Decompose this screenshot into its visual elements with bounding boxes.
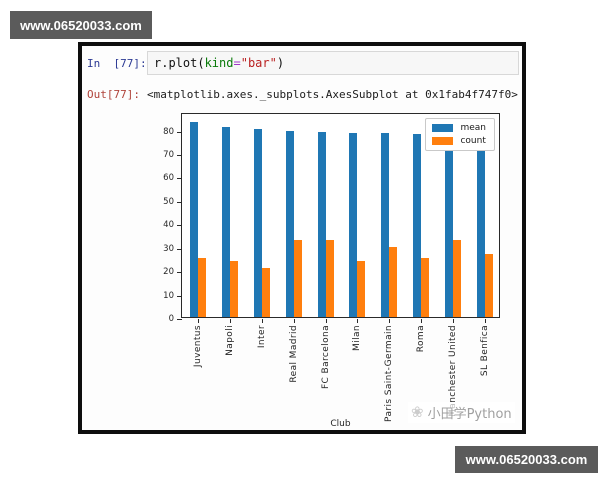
x-tick-label: Inter (256, 325, 267, 349)
bar-mean-napoli (221, 127, 230, 317)
code-kwarg: kind (204, 56, 234, 70)
y-tick-mark (177, 248, 182, 250)
x-tick-mark (261, 319, 263, 323)
y-tick-mark (177, 272, 182, 274)
y-tick-label: 40 (163, 220, 174, 231)
legend-item-count: count (432, 136, 486, 146)
y-tick-label: 50 (163, 196, 174, 207)
x-tick-label: Roma (416, 325, 427, 353)
y-tick-mark (177, 225, 182, 227)
bar-mean-manchester-united (445, 134, 454, 317)
x-tick-label: Milan (352, 325, 363, 351)
y-tick-label: 60 (163, 173, 174, 184)
x-tick-mark (229, 319, 231, 323)
bar-count-napoli (229, 260, 238, 317)
y-tick-label: 10 (163, 290, 174, 301)
chart-legend: mean count (425, 118, 495, 151)
y-tick-mark (177, 131, 182, 133)
x-tick-mark (389, 319, 391, 323)
flower-logo-icon: ❀ (411, 403, 424, 421)
code-input[interactable]: r.plot(kind="bar") (147, 51, 519, 75)
bar-mean-inter (253, 128, 262, 317)
bar-mean-fc-barcelona (317, 131, 326, 317)
bar-mean-roma (413, 133, 422, 317)
x-tick-mark (453, 319, 455, 323)
legend-label-count: count (460, 136, 486, 146)
bar-count-fc-barcelona (325, 239, 334, 317)
x-tick-mark (485, 319, 487, 323)
code-prefix: r.plot( (154, 56, 205, 70)
bar-count-paris-saint-germain (389, 246, 398, 317)
x-axis-title: Club (330, 419, 351, 429)
code-operator: = (233, 56, 241, 70)
y-tick-label: 80 (163, 126, 174, 137)
output-cell-row: Out[77]: <matplotlib.axes._subplots.Axes… (87, 82, 519, 101)
y-tick-label: 20 (163, 267, 174, 278)
watermark-url-bottom: www.06520033.com (465, 452, 588, 467)
output-prompt: Out[77]: (87, 88, 140, 101)
input-cell-row: In [77]: r.plot(kind="bar") (87, 51, 519, 75)
x-tick-mark (293, 319, 295, 323)
y-tick-mark (177, 178, 182, 180)
bar-mean-real-madrid (285, 130, 294, 317)
x-tick-mark (325, 319, 327, 323)
legend-swatch-mean (432, 124, 454, 132)
watermark-banner-bottom: www.06520033.com (455, 446, 598, 473)
y-tick-label: 70 (163, 150, 174, 160)
bar-count-manchester-united (453, 239, 462, 317)
chart-watermark-text: 小田学Python (427, 407, 512, 422)
watermark-banner-top: www.06520033.com (10, 11, 152, 39)
y-tick-label: 30 (163, 243, 174, 254)
y-tick-mark (177, 155, 182, 156)
bar-mean-milan (349, 132, 358, 317)
bar-count-roma (421, 258, 430, 317)
x-tick-mark (197, 319, 199, 323)
code-string: "bar" (240, 56, 277, 70)
x-tick-label: Real Madrid (288, 325, 299, 383)
x-tick-label: SL Benfica (480, 325, 491, 377)
bar-mean-sl-benfica (477, 134, 486, 317)
x-tick-label: Paris Saint-Germain (384, 325, 395, 422)
watermark-url-top: www.06520033.com (20, 17, 142, 33)
x-tick-label: Napoli (224, 325, 235, 356)
legend-swatch-count (432, 137, 454, 145)
x-tick-label: FC Barcelona (320, 325, 331, 390)
notebook-screenshot-frame: In [77]: r.plot(kind="bar") Out[77]: <ma… (78, 42, 526, 434)
bar-count-real-madrid (293, 239, 302, 317)
x-tick-mark (421, 319, 423, 323)
y-tick-mark (177, 295, 182, 297)
bar-count-milan (357, 260, 366, 317)
bar-mean-paris-saint-germain (381, 133, 390, 317)
x-tick-label: Juventus (192, 325, 203, 368)
chart-watermark: ❀ 小田学Python (408, 402, 515, 423)
legend-label-mean: mean (460, 123, 486, 133)
plot-area: mean count Club 0 10 20 30 40 50 60 70 80 Juventu… (163, 113, 500, 429)
y-tick-label: 0 (168, 314, 174, 324)
output-repr-text: <matplotlib.axes._subplots.AxesSubplot a… (147, 88, 518, 101)
input-prompt: In [77]: (87, 57, 147, 70)
code-suffix: ) (276, 56, 285, 70)
legend-item-mean: mean (432, 123, 486, 133)
bar-count-sl-benfica (485, 253, 494, 317)
y-tick-mark (177, 201, 182, 203)
bar-mean-juventus (189, 121, 198, 317)
bar-count-inter (261, 267, 270, 317)
y-tick-mark (177, 319, 182, 320)
x-tick-mark (357, 319, 359, 323)
bar-count-juventus (197, 258, 206, 317)
